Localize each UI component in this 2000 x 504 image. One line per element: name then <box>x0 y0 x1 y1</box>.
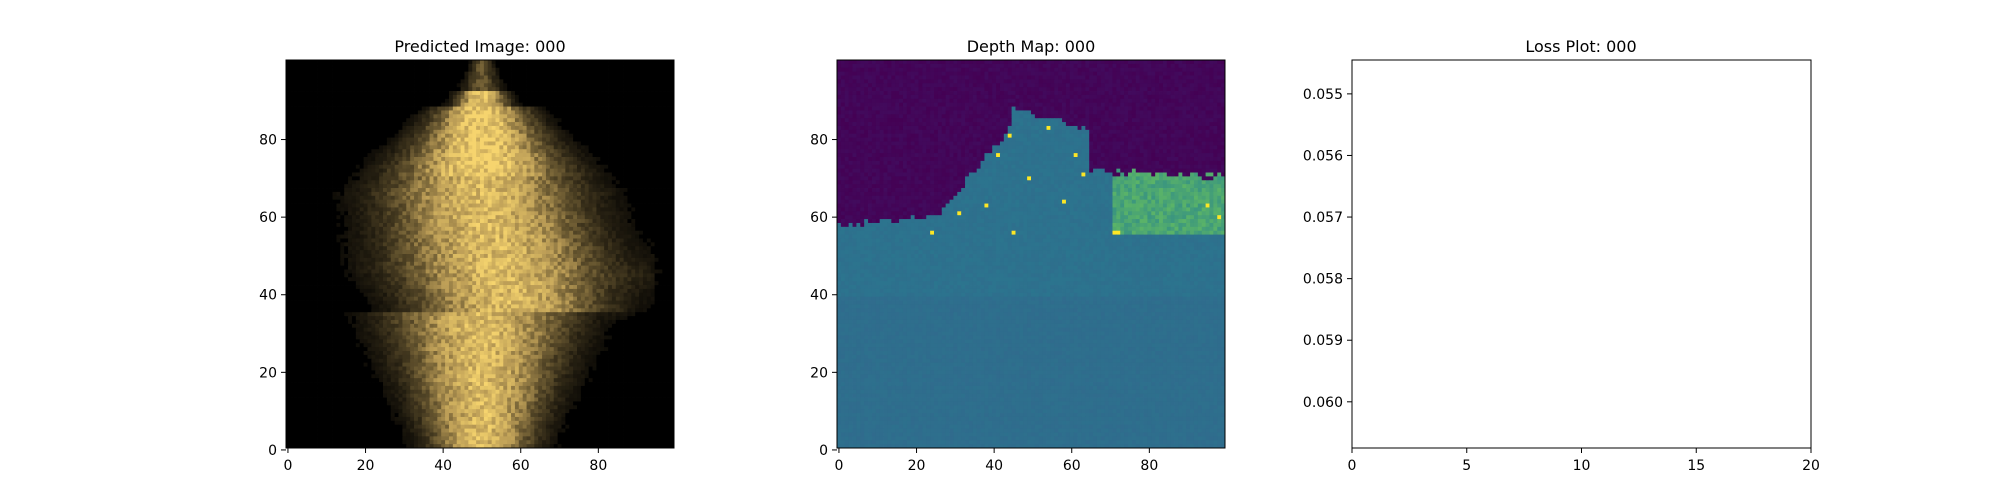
loss-plot-x-ticks: 0 5 10 15 20 <box>1348 448 1820 474</box>
y-tick-label: 0.056 <box>1303 148 1343 164</box>
y-tick-label: 0 <box>819 443 828 459</box>
y-tick-label: 60 <box>259 210 277 226</box>
y-tick-label: 20 <box>259 365 277 381</box>
predicted-image-pixels <box>286 60 674 448</box>
x-tick-label: 10 <box>1573 458 1591 474</box>
x-tick-label: 0 <box>1348 458 1357 474</box>
y-tick-label: 0.059 <box>1303 333 1343 349</box>
depth-map-title: Depth Map: 000 <box>967 37 1096 56</box>
x-tick-label: 40 <box>985 458 1003 474</box>
y-tick-label: 40 <box>259 288 277 304</box>
loss-plot-y-ticks: 0.055 0.056 0.057 0.058 0.059 0.060 <box>1303 87 1352 411</box>
x-tick-label: 15 <box>1687 458 1705 474</box>
y-tick-label: 0.060 <box>1303 395 1343 411</box>
depth-map-panel: Depth Map: 000 0 20 40 60 80 0 20 40 60 80 <box>810 37 1225 474</box>
x-tick-label: 80 <box>589 458 607 474</box>
x-tick-label: 40 <box>434 458 452 474</box>
y-tick-label: 20 <box>810 365 828 381</box>
x-tick-label: 0 <box>834 458 843 474</box>
y-tick-label: 60 <box>810 210 828 226</box>
x-tick-label: 80 <box>1140 458 1158 474</box>
depth-map-pixels <box>837 60 1225 448</box>
x-tick-label: 20 <box>357 458 375 474</box>
depth-map-y-ticks: 0 20 40 60 80 <box>810 133 837 459</box>
loss-plot-axes <box>1352 60 1811 448</box>
loss-plot-title: Loss Plot: 000 <box>1525 37 1636 56</box>
x-tick-label: 5 <box>1462 458 1471 474</box>
x-tick-label: 60 <box>512 458 530 474</box>
y-tick-label: 80 <box>810 133 828 149</box>
y-tick-label: 40 <box>810 288 828 304</box>
y-tick-label: 0.057 <box>1303 210 1343 226</box>
y-tick-label: 0.058 <box>1303 272 1343 288</box>
x-tick-label: 20 <box>1802 458 1820 474</box>
predicted-image-panel: Predicted Image: 000 0 20 40 60 80 0 20 40 60 80 <box>259 37 674 474</box>
predicted-image-title: Predicted Image: 000 <box>394 37 565 56</box>
depth-map-x-ticks: 0 20 40 60 80 <box>834 448 1158 474</box>
predicted-image-x-ticks: 0 20 40 60 80 <box>283 448 607 474</box>
y-tick-label: 0.055 <box>1303 87 1343 103</box>
predicted-image-y-ticks: 0 20 40 60 80 <box>259 133 286 459</box>
y-tick-label: 80 <box>259 133 277 149</box>
x-tick-label: 60 <box>1063 458 1081 474</box>
y-tick-label: 0 <box>268 443 277 459</box>
x-tick-label: 20 <box>908 458 926 474</box>
x-tick-label: 0 <box>283 458 292 474</box>
